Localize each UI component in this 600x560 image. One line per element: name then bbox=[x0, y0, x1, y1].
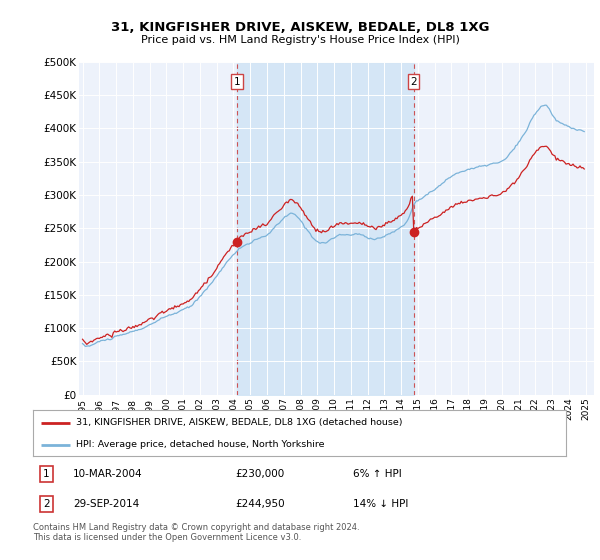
Text: 31, KINGFISHER DRIVE, AISKEW, BEDALE, DL8 1XG (detached house): 31, KINGFISHER DRIVE, AISKEW, BEDALE, DL… bbox=[76, 418, 402, 427]
Text: 6% ↑ HPI: 6% ↑ HPI bbox=[353, 469, 401, 479]
Text: Contains HM Land Registry data © Crown copyright and database right 2024.
This d: Contains HM Land Registry data © Crown c… bbox=[33, 523, 359, 543]
Text: 14% ↓ HPI: 14% ↓ HPI bbox=[353, 499, 408, 509]
Text: £244,950: £244,950 bbox=[235, 499, 285, 509]
Text: 10-MAR-2004: 10-MAR-2004 bbox=[73, 469, 143, 479]
Text: 2: 2 bbox=[410, 77, 417, 87]
Text: £230,000: £230,000 bbox=[235, 469, 285, 479]
Text: 29-SEP-2014: 29-SEP-2014 bbox=[73, 499, 139, 509]
Text: 31, KINGFISHER DRIVE, AISKEW, BEDALE, DL8 1XG: 31, KINGFISHER DRIVE, AISKEW, BEDALE, DL… bbox=[111, 21, 489, 34]
Text: 1: 1 bbox=[43, 469, 50, 479]
Text: Price paid vs. HM Land Registry's House Price Index (HPI): Price paid vs. HM Land Registry's House … bbox=[140, 35, 460, 45]
Text: 2: 2 bbox=[43, 499, 50, 509]
Text: HPI: Average price, detached house, North Yorkshire: HPI: Average price, detached house, Nort… bbox=[76, 440, 324, 450]
Text: 1: 1 bbox=[233, 77, 240, 87]
